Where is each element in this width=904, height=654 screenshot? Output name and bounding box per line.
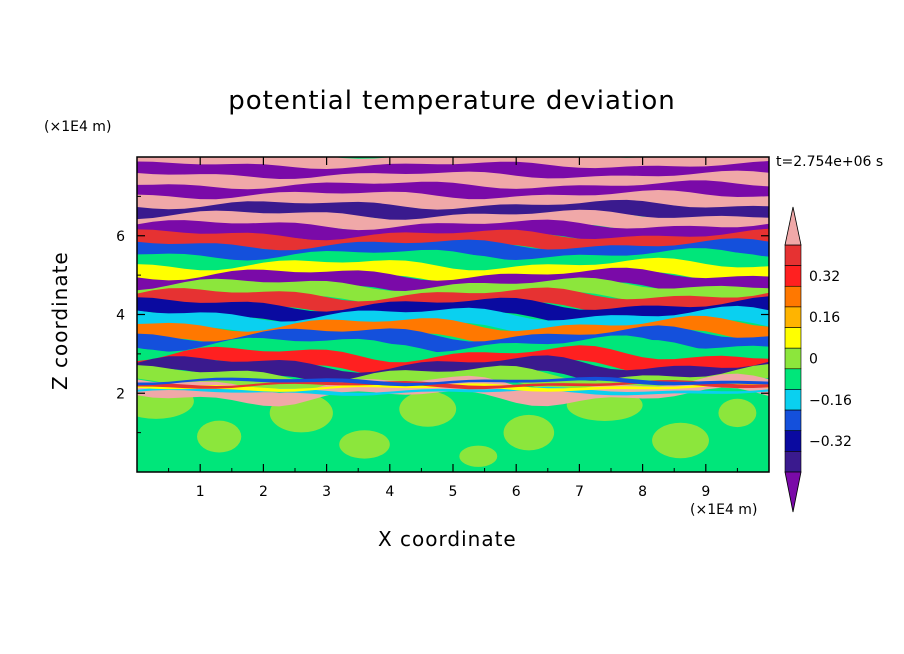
colorbar-segment — [784, 347, 802, 370]
colorbar-label: −0.32 — [809, 434, 852, 450]
field-layer — [137, 257, 769, 285]
colorbar-segment — [784, 389, 802, 411]
field-stripe — [137, 376, 769, 387]
colorbar-segment — [784, 409, 802, 432]
colorbar-label: −0.16 — [809, 393, 852, 409]
y-tick-label: 4 — [116, 308, 125, 324]
field-patch — [339, 430, 390, 459]
field-layer — [137, 325, 769, 356]
colorbar-segment — [784, 451, 802, 473]
time-annotation: t=2.754e+06 s — [776, 154, 884, 170]
y-tick-label: 6 — [116, 229, 125, 245]
y-tick-label: 2 — [116, 386, 125, 402]
x-tick-label: 7 — [575, 484, 584, 500]
colorbar-label: 0.32 — [809, 269, 840, 285]
field-patch — [399, 391, 457, 427]
x-axis-unit: (×1E4 m) — [690, 502, 758, 518]
x-tick-label: 9 — [701, 484, 710, 500]
x-tick-label: 8 — [638, 484, 647, 500]
x-tick-label: 6 — [512, 484, 521, 500]
y-axis-unit: (×1E4 m) — [44, 119, 112, 135]
x-tick-label: 5 — [449, 484, 458, 500]
x-tick-label: 4 — [385, 484, 394, 500]
field-layer — [137, 267, 769, 295]
field-layer — [137, 287, 769, 316]
field-patch — [197, 420, 242, 453]
field-patch — [459, 445, 498, 467]
colorbar-segment — [784, 265, 802, 287]
colorbar: 0.32 0.16 0 −0.16 −0.32 — [784, 206, 852, 513]
field-stripe — [137, 382, 769, 392]
colorbar-segment — [784, 430, 802, 452]
field-layer — [137, 345, 769, 377]
field-patch — [652, 422, 709, 459]
field-patch — [718, 398, 757, 428]
colorbar-label: 0 — [809, 352, 818, 368]
field-layer — [137, 190, 769, 214]
field-layer — [137, 335, 769, 366]
colorbar-label: 0.16 — [809, 310, 840, 326]
colorbar-segment — [784, 327, 802, 349]
field-layer — [137, 219, 769, 244]
x-axis: 1 2 3 4 5 6 7 8 9 — [168, 157, 738, 500]
colorbar-extend-max — [784, 206, 802, 246]
chart-title: potential temperature deviation — [228, 86, 676, 116]
heatmap-field — [137, 157, 769, 472]
field-layer — [137, 199, 769, 224]
colorbar-segment — [784, 306, 802, 328]
x-tick-label: 1 — [196, 484, 205, 500]
x-tick-label: 3 — [322, 484, 331, 500]
field-patch — [503, 414, 555, 451]
colorbar-segment — [784, 368, 802, 390]
x-tick-label: 2 — [259, 484, 268, 500]
x-axis-label: X coordinate — [378, 527, 517, 551]
field-layer — [137, 277, 769, 306]
colorbar-segment — [784, 285, 802, 308]
y-axis: 2 4 6 — [116, 195, 769, 434]
field-layer — [137, 209, 769, 234]
colorbar-extend-min — [784, 471, 802, 513]
colorbar-segment — [784, 244, 802, 266]
